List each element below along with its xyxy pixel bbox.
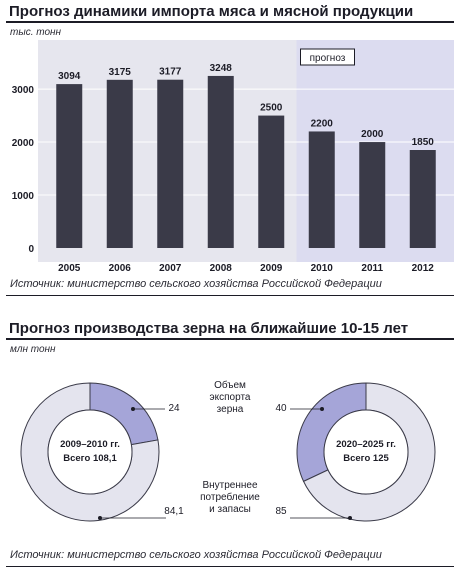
title-rule	[6, 21, 454, 23]
export-label-line2: экспорта	[210, 392, 251, 403]
pie-chart-source: Источник: министерство сельского хозяйст…	[10, 549, 382, 561]
pie-center	[323, 409, 409, 495]
pie-chart-title: Прогноз производства зерна на ближайшие …	[9, 320, 409, 337]
pie0-domestic-value: 84,1	[164, 506, 184, 517]
bar	[258, 115, 285, 248]
y-tick-label: 0	[28, 244, 34, 255]
bar-value-label: 3248	[210, 63, 233, 74]
x-tick-label: 2011	[361, 263, 383, 274]
x-tick-label: 2005	[58, 263, 81, 274]
bar	[56, 84, 83, 248]
bar-chart-unit: тыс. тонн	[10, 27, 62, 38]
pie0-total: Всего 108,1	[63, 453, 117, 464]
export-label-line1: Объем	[214, 379, 246, 391]
pie1-total: Всего 125	[343, 453, 389, 464]
bar-value-label: 3175	[109, 67, 132, 78]
forecast-badge: прогноз	[300, 48, 355, 66]
bar	[409, 150, 436, 248]
bar-value-label: 3094	[58, 71, 81, 82]
source-rule	[6, 566, 454, 567]
pie-chart-unit: млн тонн	[10, 344, 56, 355]
forecast-badge-label: прогноз	[310, 53, 346, 64]
title-rule	[6, 338, 454, 340]
x-tick-label: 2008	[210, 263, 233, 274]
leader-dot	[131, 407, 135, 411]
leader-dot	[98, 516, 102, 520]
bar-value-label: 1850	[412, 137, 435, 148]
x-tick-label: 2007	[159, 263, 182, 274]
bar-chart-title: Прогноз динамики импорта мяса и мясной п…	[9, 3, 414, 20]
source-rule	[6, 295, 454, 296]
bar-chart: 0 1000 2000 3000 3094 3175 3177 3248 2500 2200 20…	[12, 40, 454, 274]
leader-dot	[348, 516, 352, 520]
x-tick-label: 2006	[109, 263, 132, 274]
bar	[106, 79, 133, 248]
forecast-badge-box	[300, 48, 355, 66]
pie-chart: Объем экспорта зерна Внутреннее потребле…	[20, 379, 436, 522]
bar-value-label: 2500	[260, 103, 283, 114]
export-label-line3: зерна	[217, 404, 244, 415]
x-tick-label: 2010	[311, 263, 334, 274]
pie1-domestic-value: 85	[275, 506, 287, 517]
bar	[308, 131, 335, 248]
x-tick-label: 2009	[260, 263, 283, 274]
x-tick-label: 2012	[412, 263, 435, 274]
bar	[359, 142, 386, 248]
bar-chart-source: Источник: министерство сельского хозяйст…	[10, 278, 382, 290]
y-tick-label: 2000	[12, 138, 35, 149]
pie0-period: 2009–2010 гг.	[60, 439, 120, 450]
domestic-label-line1: Внутреннее	[202, 480, 258, 491]
pie1-period: 2020–2025 гг.	[336, 439, 396, 450]
y-tick-label: 1000	[12, 191, 35, 202]
bar	[157, 79, 184, 248]
y-tick-label: 3000	[12, 85, 35, 96]
pie1-export-value: 40	[275, 403, 287, 414]
bar-value-label: 2200	[311, 118, 334, 129]
domestic-label-line2: потребление	[200, 491, 260, 503]
leader-dot	[320, 407, 324, 411]
pie-center	[47, 409, 133, 495]
bar-value-label: 2000	[361, 129, 384, 140]
domestic-label-line3: и запасы	[209, 504, 251, 515]
bar	[207, 75, 234, 248]
bar-value-label: 3177	[159, 67, 182, 78]
pie0-export-value: 24	[168, 403, 180, 414]
